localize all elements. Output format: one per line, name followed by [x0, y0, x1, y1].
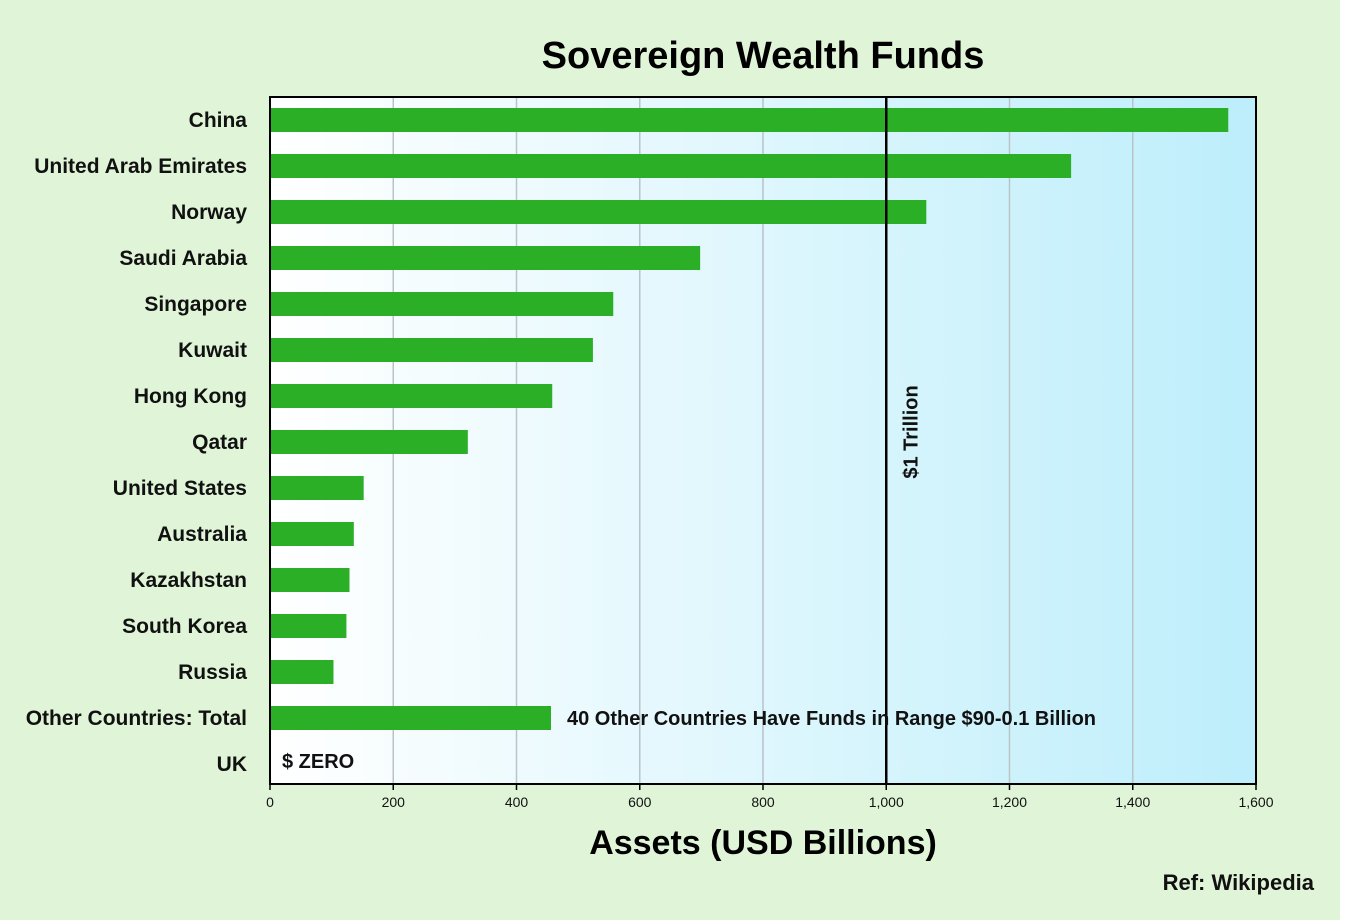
bar [270, 568, 350, 592]
uk-zero-annotation: $ ZERO [282, 751, 354, 773]
category-label: Russia [178, 661, 247, 684]
x-tick-label: 400 [505, 794, 529, 810]
plot-frame [269, 96, 1257, 785]
bar [270, 614, 347, 638]
x-tick-label: 200 [382, 794, 406, 810]
bar [270, 430, 468, 454]
x-tick-label: 1,600 [1238, 794, 1273, 810]
x-tick-labels: 0 200 400 600 800 1,000 1,200 1,400 1,600 [266, 784, 1274, 810]
bar [270, 200, 927, 224]
category-labels: China United Arab Emirates Norway Saudi Ara… [26, 109, 248, 776]
category-label: United Arab Emirates [34, 155, 247, 178]
bar [270, 384, 553, 408]
x-axis-label: Assets (USD Billions) [589, 824, 937, 862]
bar [270, 292, 614, 316]
category-label: China [189, 109, 248, 132]
category-label: Singapore [144, 293, 247, 316]
bar [270, 246, 701, 270]
source-reference: Ref: Wikipedia [1163, 870, 1315, 895]
other-countries-annotation: 40 Other Countries Have Funds in Range $… [567, 708, 1096, 730]
bar [270, 154, 1072, 178]
bar [270, 660, 334, 684]
bar [270, 338, 593, 362]
x-tick-label: 600 [628, 794, 652, 810]
x-tick-label: 800 [751, 794, 775, 810]
category-label: Kuwait [178, 339, 247, 362]
x-tick-label: 1,000 [869, 794, 904, 810]
category-label: Kazakhstan [130, 569, 247, 592]
category-label: Other Countries: Total [26, 707, 247, 730]
category-label: UK [217, 753, 247, 776]
bar [270, 108, 1229, 132]
category-label: United States [113, 477, 247, 500]
chart-title: Sovereign Wealth Funds [542, 35, 985, 77]
bar [270, 522, 354, 546]
x-tick-label: 0 [266, 794, 274, 810]
category-label: South Korea [122, 615, 247, 638]
one-trillion-label: $1 Trillion [900, 385, 922, 478]
bar [270, 706, 552, 730]
bar [270, 476, 364, 500]
category-label: Saudi Arabia [119, 247, 247, 270]
x-tick-label: 1,200 [992, 794, 1027, 810]
category-label: Hong Kong [134, 385, 247, 408]
right-edge-strip [1340, 0, 1346, 920]
category-label: Qatar [192, 431, 247, 454]
bars [270, 108, 1229, 730]
category-label: Australia [157, 523, 247, 546]
x-tick-label: 1,400 [1115, 794, 1150, 810]
category-label: Norway [171, 201, 247, 224]
